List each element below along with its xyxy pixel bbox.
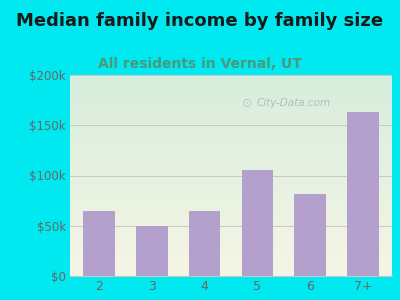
Text: City-Data.com: City-Data.com [257, 98, 331, 108]
Bar [83, 211, 115, 276]
Bar [189, 211, 220, 276]
Bar [136, 226, 168, 276]
Text: ⊙: ⊙ [242, 97, 253, 110]
Text: All residents in Vernal, UT: All residents in Vernal, UT [98, 57, 302, 71]
Text: Median family income by family size: Median family income by family size [16, 12, 384, 30]
Bar [294, 194, 326, 276]
Bar [242, 170, 273, 276]
Bar [347, 112, 379, 276]
